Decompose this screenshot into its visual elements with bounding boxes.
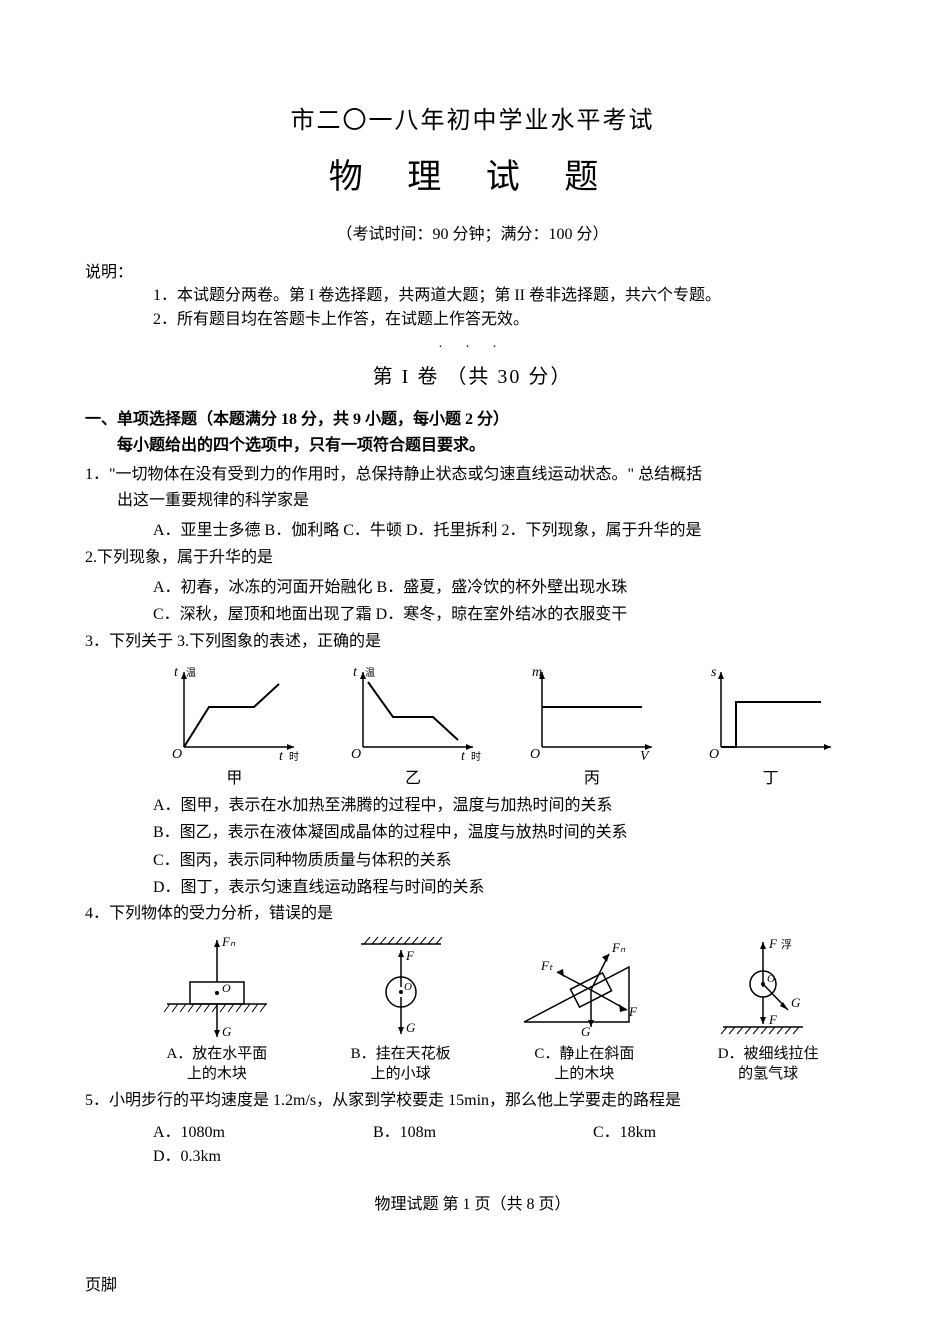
svg-text:Fₙ: Fₙ [611,940,626,955]
q3-opt-b: B．图乙，表示在液体凝固成晶体的过程中，温度与放热时间的关系 [85,819,860,846]
exam-title: 物 理 试 题 [85,149,860,198]
svg-text:Fₜ: Fₜ [540,958,554,973]
svg-text:G: G [581,1024,591,1039]
q3-graphs: t 温 O t 时 甲 t 温 O t 时 乙 [145,662,860,788]
svg-text:G: G [406,1020,416,1035]
q1-num: 1． [85,466,109,483]
svg-text:O: O [351,747,361,762]
q5-opt-b: B．108m [373,1118,593,1142]
diagram-d: F 浮 O G F [683,932,853,1084]
q5-num: 5． [85,1092,109,1109]
q5-opt-a: A．1080m [153,1118,373,1142]
q1-text2: 出这一重要规律的科学家是 [85,488,860,514]
section-header: 一、单项选择题（本题满分 18 分，共 9 小题，每小题 2 分） 每小题给出的… [85,407,860,458]
svg-text:O: O [172,747,182,762]
diagram-d-label: D．被细线拉住的氢气球 [683,1045,853,1084]
page-number: 物理试题 第 1 页（共 8 页） [85,1190,860,1214]
question-1: 1．"一切物体在没有受到力的作用时，总保持静止状态或匀速直线运动状态。" 总结概… [85,462,860,513]
svg-text:O: O [222,981,231,995]
diagram-b: F O G B．挂在天花板上的小球 [316,932,486,1084]
graph-bing-svg: m O V [522,662,662,762]
q5-options-row1: A．1080m B．108m C．18km [85,1118,860,1142]
graph-bing: m O V 丙 [512,662,672,788]
diagram-c-label: C．静止在斜面上的木块 [499,1045,669,1084]
part-title: 第 I 卷 （共 30 分） [85,360,860,389]
q1-text1: "一切物体在没有受到力的作用时，总保持静止状态或匀速直线运动状态。" 总结概括 [109,466,702,483]
instructions-label: 说明： [85,258,860,282]
q2-opt-cd: C．深秋，屋顶和地面出现了霜 D．寒冬，晾在室外结冰的衣服变干 [85,601,860,628]
svg-text:浮: 浮 [781,938,792,951]
graph-ding-svg: s O [701,662,841,762]
svg-text:O: O [404,981,412,993]
svg-text:O: O [767,973,775,985]
svg-text:温: 温 [365,667,375,679]
section-header-line2: 每小题给出的四个选项中，只有一项符合题目要求。 [85,437,485,454]
instruction-2: 2．所有题目均在答题卡上作答，在试题上作答无效。 [85,308,860,332]
question-4: 4．下列物体的受力分析，错误的是 [85,901,860,927]
question-2: 2.下列现象，属于升华的是 [85,545,860,571]
svg-text:时: 时 [471,751,481,762]
graph-yi: t 温 O t 时 乙 [333,662,493,788]
graph-jia-label: 甲 [154,764,314,788]
q3-opt-d: D．图丁，表示匀速直线运动路程与时间的关系 [85,874,860,901]
exam-info: （考试时间：90 分钟；满分：100 分） [85,220,860,244]
svg-text:F: F [768,936,778,951]
diagram-b-svg: F O G [336,932,466,1042]
svg-text:F: F [768,1012,778,1027]
diagram-a-svg: Fₙ O G [152,932,282,1042]
graph-jia: t 温 O t 时 甲 [154,662,314,788]
diagram-d-svg: F 浮 O G F [703,932,833,1042]
svg-text:时: 时 [289,751,299,762]
diagram-a: Fₙ O G A．放在水平面上的木块 [132,932,302,1084]
q3-text: 下列关于 3.下列图象的表述，正确的是 [109,633,381,650]
svg-text:O: O [709,747,719,762]
instruction-1: 1．本试题分两卷。第 I 卷选择题，共两道大题；第 II 卷非选择题，共六个专题… [85,284,860,308]
q5-options-row2: D．0.3km [85,1142,860,1166]
graph-bing-label: 丙 [512,764,672,788]
q3-num: 3． [85,633,109,650]
svg-text:O: O [530,747,540,762]
page-container: 市二〇一八年初中学业水平考试 物 理 试 题 （考试时间：90 分钟；满分：10… [0,0,945,1254]
svg-text:F: F [405,948,415,963]
graph-ding-label: 丁 [691,764,851,788]
svg-text:t: t [461,749,466,762]
svg-text:G: G [791,995,801,1010]
graph-ding: s O 丁 [691,662,851,788]
diagram-a-label: A．放在水平面上的木块 [132,1045,302,1084]
dots-separator: . . . [85,336,860,352]
q5-text: 小明步行的平均速度是 1.2m/s，从家到学校要走 15min，那么他上学要走的… [109,1092,681,1109]
q2-num: 2. [85,549,97,566]
section-header-line1: 一、单项选择题（本题满分 18 分，共 9 小题，每小题 2 分） [85,411,509,428]
q3-opt-c: C．图丙，表示同种物质质量与体积的关系 [85,847,860,874]
question-3: 3．下列关于 3.下列图象的表述，正确的是 [85,629,860,655]
q4-text: 下列物体的受力分析，错误的是 [109,905,333,922]
diagram-b-label: B．挂在天花板上的小球 [316,1045,486,1084]
diagram-c: G Fₙ Fₜ F C．静止在斜面上的木块 [499,932,669,1084]
q1-options: A．亚里士多德 B．伽利略 C．牛顿 D．托里拆利 2．下列现象，属于升华的是 [85,517,860,544]
svg-text:t: t [279,749,284,762]
svg-text:F: F [628,1004,638,1019]
svg-text:温: 温 [186,667,196,679]
svg-text:V: V [640,749,650,762]
svg-text:s: s [711,665,717,680]
q4-num: 4． [85,905,109,922]
graph-jia-svg: t 温 O t 时 [164,662,304,762]
q5-opt-c: C．18km [593,1118,656,1142]
svg-text:G: G [222,1024,232,1039]
graph-yi-svg: t 温 O t 时 [343,662,483,762]
svg-text:m: m [532,665,542,680]
q2-text: 下列现象，属于升华的是 [97,549,273,566]
q2-opt-ab: A．初春，冰冻的河面开始融化 B．盛夏，盛冷饮的杯外壁出现水珠 [85,574,860,601]
svg-text:t: t [174,665,179,680]
question-5: 5．小明步行的平均速度是 1.2m/s，从家到学校要走 15min，那么他上学要… [85,1088,860,1114]
doc-footer: 页脚 [85,1271,117,1295]
graph-yi-label: 乙 [333,764,493,788]
q4-diagrams: Fₙ O G A．放在水平面上的木块 [125,932,860,1084]
q3-opt-a: A．图甲，表示在水加热至沸腾的过程中，温度与加热时间的关系 [85,792,860,819]
diagram-c-svg: G Fₙ Fₜ F [509,932,659,1042]
exam-header: 市二〇一八年初中学业水平考试 [85,100,860,135]
svg-text:t: t [353,665,358,680]
q5-opt-d: D．0.3km [153,1142,221,1166]
svg-text:Fₙ: Fₙ [221,934,236,949]
